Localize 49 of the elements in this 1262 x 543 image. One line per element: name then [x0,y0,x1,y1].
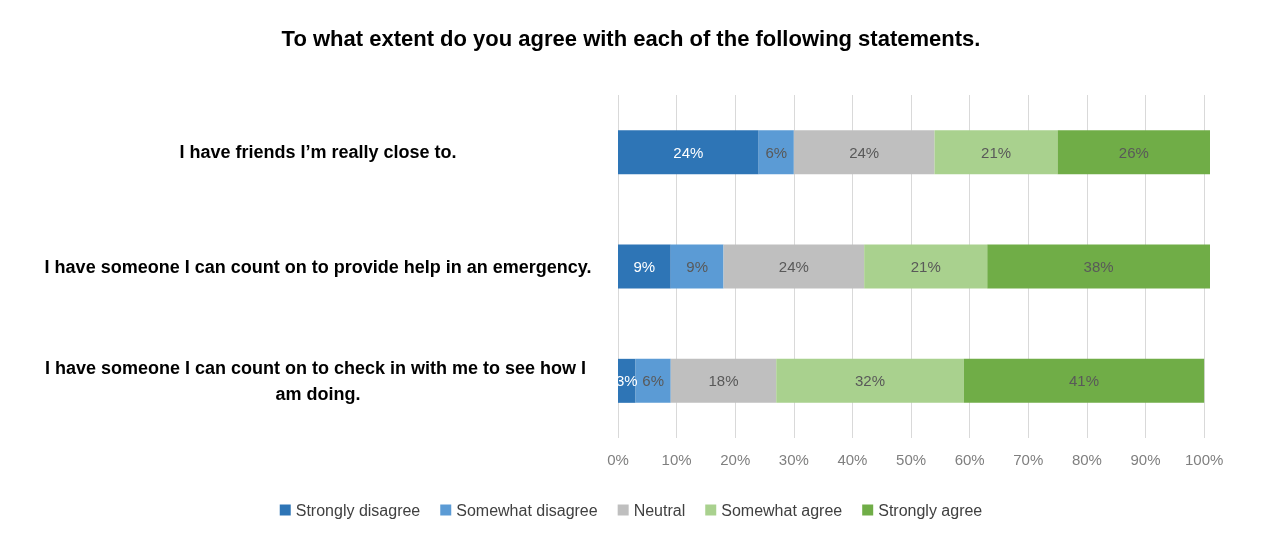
x-tick-label: 10% [661,451,692,468]
data-label: 24% [673,143,704,161]
legend-label: Somewhat agree [721,501,843,519]
bar [670,244,724,289]
data-label: 6% [765,143,788,161]
x-tick-label: 0% [607,451,629,468]
x-tick-label: 30% [778,451,809,468]
x-tick-label: 100% [1184,451,1224,468]
data-label: 6% [642,372,665,390]
x-tick-label: 90% [1130,451,1161,468]
x-tick-label: 60% [954,451,985,468]
x-tick-label: 80% [1071,451,1102,468]
legend-label: Neutral [633,501,686,519]
x-tick-label: 50% [896,451,927,468]
bar [793,130,935,175]
data-label: 3% [615,372,638,390]
bar [618,244,671,289]
bar [670,358,777,403]
x-tick-label: 20% [720,451,751,468]
data-label: 18% [708,372,739,390]
bar [1057,130,1210,175]
bar [963,358,1205,403]
data-label: 41% [1068,372,1099,390]
chart-title: To what extent do you agree with each of the following statements. [281,25,981,51]
bar [635,358,671,403]
data-label: 32% [855,372,886,390]
bar [934,130,1058,175]
legend-label: Strongly agree [878,501,983,519]
y-tick-label: I have someone I can count on to check in with me to see how I am doing. [44,357,592,404]
data-label: 24% [778,258,809,275]
x-tick-label: 70% [1013,451,1044,468]
legend-label: Strongly disagree [295,501,421,519]
data-label: 38% [1083,258,1114,275]
data-label: 26% [1118,143,1149,161]
x-tick-label: 40% [837,451,868,468]
data-label: 24% [849,143,880,161]
y-tick-label: I have friends I’m really close to. [179,142,457,163]
bar [723,244,865,289]
legend-label: Somewhat disagree [456,501,598,519]
data-label: 21% [910,258,941,275]
bar [987,244,1210,289]
bar [864,244,988,289]
y-tick-label: I have someone I can count on to provide help in an emergency. [44,256,592,277]
bar [758,130,794,175]
data-label: 9% [686,258,708,275]
data-label: 21% [981,143,1012,161]
bar [776,358,964,403]
bar [618,130,759,175]
data-label: 9% [633,258,656,275]
